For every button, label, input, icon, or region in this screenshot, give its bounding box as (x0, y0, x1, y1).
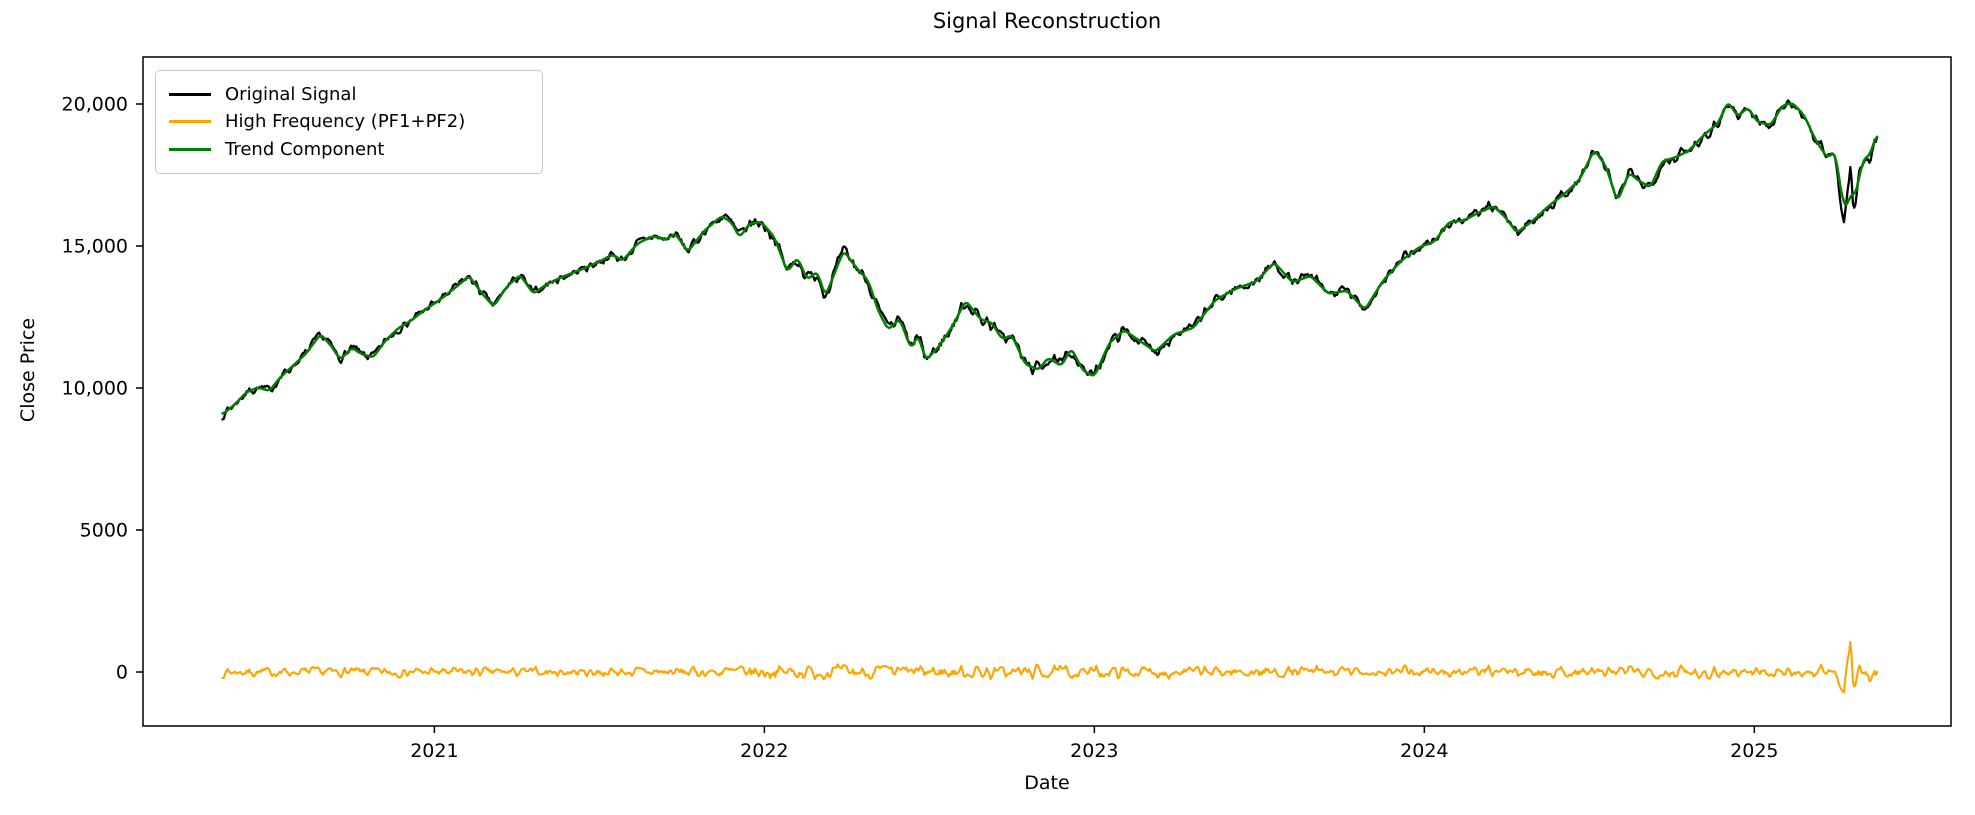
original-signal-line-swatch (169, 93, 211, 97)
x-tick-label: 2022 (740, 740, 788, 762)
axes-spines (142, 56, 1952, 727)
series-line-trend-component (221, 102, 1879, 415)
series-line-high-frequency-pf1-pf2 (221, 640, 1879, 694)
trend-component-line-swatch (169, 147, 211, 151)
legend-item-original-signal: Original Signal (169, 84, 529, 105)
y-tick-label: 0 (116, 662, 128, 684)
legend-item-high-frequency: High Frequency (PF1+PF2) (169, 111, 529, 132)
legend-label: Original Signal (225, 84, 357, 106)
y-tick-label: 10,000 (62, 378, 128, 400)
y-axis-label: Close Price (17, 317, 39, 423)
y-tick-label: 15,000 (62, 236, 128, 258)
high-frequency-line-swatch (169, 120, 211, 124)
legend-label: High Frequency (PF1+PF2) (225, 111, 466, 133)
legend-label: Trend Component (225, 138, 385, 160)
chart-title: Signal Reconstruction (932, 9, 1162, 33)
y-tick-label: 5000 (80, 520, 128, 542)
legend: Original Signal High Frequency (PF1+PF2)… (155, 70, 543, 174)
x-axis-label: Date (1024, 772, 1070, 794)
x-tick-label: 2024 (1400, 740, 1448, 762)
x-tick-label: 2025 (1730, 740, 1778, 762)
y-tick-label: 20,000 (62, 94, 128, 116)
legend-item-trend-component: Trend Component (169, 139, 529, 160)
x-tick-label: 2023 (1070, 740, 1118, 762)
x-tick-label: 2021 (410, 740, 458, 762)
